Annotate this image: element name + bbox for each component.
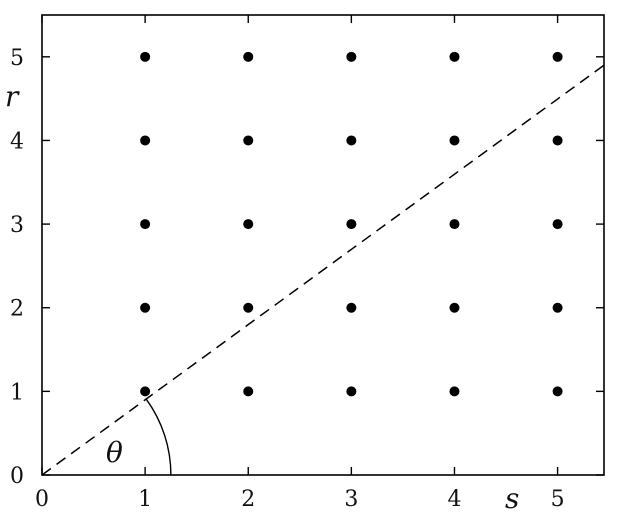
lattice-point <box>140 302 151 313</box>
lattice-point <box>140 51 151 62</box>
annotations <box>41 64 605 476</box>
y-tick-label: 1 <box>10 380 24 405</box>
lattice-point <box>346 302 357 313</box>
lattice-point <box>243 219 254 230</box>
y-tick-label: 2 <box>10 297 24 322</box>
x-tick-label: 3 <box>344 487 358 512</box>
lattice-point <box>243 386 254 397</box>
x-tick-label: 5 <box>551 487 565 512</box>
lattice-point <box>346 219 357 230</box>
lattice-point <box>552 135 563 146</box>
lattice-point <box>140 135 151 146</box>
lattice-point <box>346 51 357 62</box>
y-axis-label: r <box>5 80 20 113</box>
lattice-point <box>346 386 357 397</box>
axis-tick-labels: 0 1 2 3 4 5 0 1 2 3 4 5 <box>10 46 565 512</box>
x-tick-label: 1 <box>138 487 152 512</box>
x-tick-label: 2 <box>241 487 255 512</box>
lattice-point <box>449 135 460 146</box>
plot-frame <box>41 14 605 476</box>
plot-border <box>41 14 605 476</box>
lattice-point <box>552 302 563 313</box>
lattice-point <box>552 219 563 230</box>
lattice-point <box>140 219 151 230</box>
x-axis-label: s <box>505 482 519 515</box>
dashed-reference-line <box>41 64 605 476</box>
lattice-point <box>243 302 254 313</box>
lattice-point <box>346 135 357 146</box>
x-tick-label: 4 <box>447 487 461 512</box>
y-tick-label: 5 <box>10 46 24 71</box>
lattice-point <box>449 386 460 397</box>
lattice-point <box>449 219 460 230</box>
y-tick-label: 0 <box>10 464 24 489</box>
lattice-point <box>140 386 151 397</box>
y-tick-label: 3 <box>10 213 24 238</box>
angle-label: θ <box>106 436 123 469</box>
lattice-point <box>449 51 460 62</box>
lattice-point <box>552 386 563 397</box>
y-tick-label: 4 <box>10 129 24 154</box>
angle-arc <box>145 398 172 476</box>
x-tick-label: 0 <box>35 487 49 512</box>
lattice-point <box>243 51 254 62</box>
lattice-points <box>140 51 563 397</box>
lattice-point <box>243 135 254 146</box>
lattice-point <box>449 302 460 313</box>
axis-ticks <box>41 15 604 476</box>
lattice-point <box>552 51 563 62</box>
